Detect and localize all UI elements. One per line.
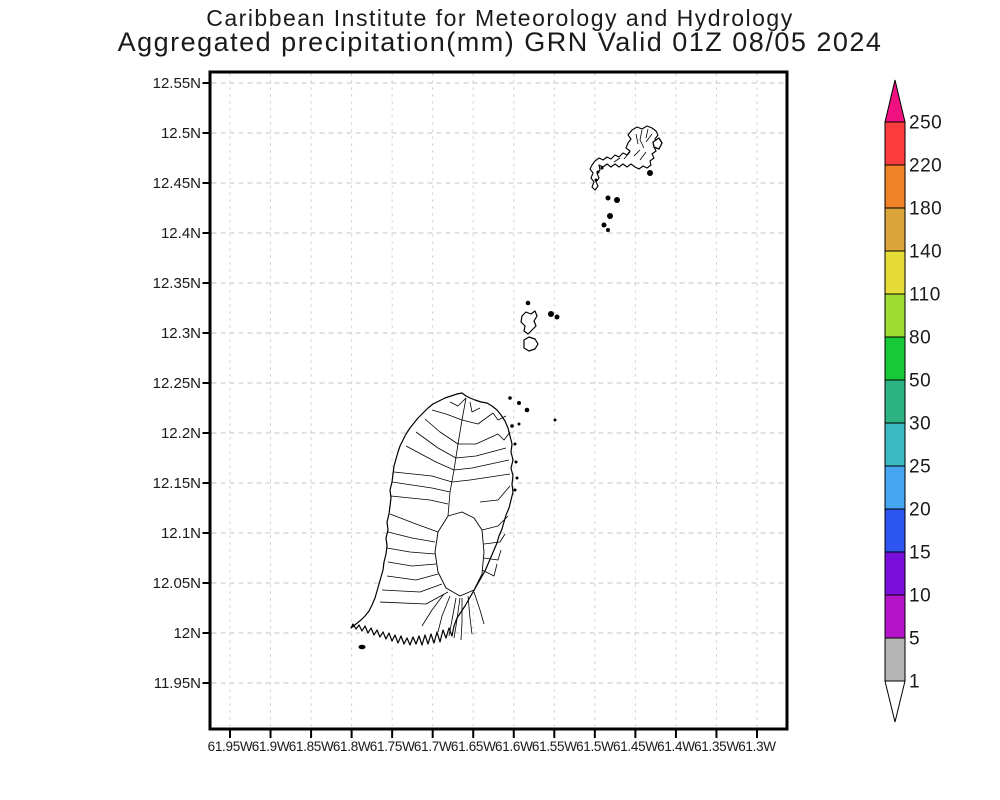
colorbar-label: 50 xyxy=(909,371,931,392)
lon-tick-label: 61.75W xyxy=(370,739,415,754)
islet xyxy=(601,222,607,228)
lon-tick-label: 61.85W xyxy=(289,739,334,754)
islet xyxy=(607,213,613,219)
lon-tick-label: 61.5W xyxy=(576,739,614,754)
lat-tick-label: 12.25N xyxy=(153,375,201,392)
carriacou-coastline xyxy=(589,125,659,191)
lon-tick-label: 61.7W xyxy=(414,739,452,754)
lat-lon-grid xyxy=(211,73,786,728)
colorbar-segment xyxy=(884,551,906,596)
lon-tick-label: 61.65W xyxy=(451,739,496,754)
colorbar-label: 30 xyxy=(909,414,931,435)
lon-tick-label: 61.45W xyxy=(613,739,658,754)
coastal-rock xyxy=(600,166,604,170)
colorbar-segment xyxy=(884,336,906,381)
lat-tick-label: 12.2N xyxy=(161,425,201,442)
islet xyxy=(614,197,620,203)
colorbar-segment xyxy=(884,293,906,338)
lat-tick-label: 12N xyxy=(173,625,201,642)
colorbar-label: 250 xyxy=(909,113,942,134)
grenada-coastline xyxy=(350,392,514,646)
glover-island xyxy=(358,644,366,650)
colorbar-segment xyxy=(884,379,906,424)
coastal-rock xyxy=(513,488,517,492)
coastal-rock xyxy=(513,442,517,446)
islet xyxy=(510,424,514,428)
ronde-island-coastline xyxy=(520,310,538,335)
lat-tick-label: 12.55N xyxy=(153,75,201,92)
lat-tick-label: 12.45N xyxy=(153,175,201,192)
colorbar-top-arrow xyxy=(884,79,906,123)
lat-tick-label: 12.15N xyxy=(153,475,201,492)
islet xyxy=(517,422,521,426)
les-tantes-islet xyxy=(548,311,554,317)
lat-tick-label: 12.1N xyxy=(161,525,201,542)
colorbar-label: 5 xyxy=(909,629,920,650)
colorbar-label: 25 xyxy=(909,457,931,478)
colorbar-segment xyxy=(884,164,906,209)
grenada-watershed-lines xyxy=(379,397,511,641)
les-tantes-islet xyxy=(554,314,560,320)
colorbar-segment xyxy=(884,637,906,682)
coastal-rock xyxy=(596,170,600,174)
islet xyxy=(647,170,653,176)
colorbar-segment xyxy=(884,508,906,553)
lat-tick-label: 12.3N xyxy=(161,325,201,342)
lon-tick-label: 61.95W xyxy=(208,739,253,754)
colorbar-segment xyxy=(884,422,906,467)
page-title-institute: Caribbean Institute for Meteorology and … xyxy=(206,5,794,31)
colorbar-label: 15 xyxy=(909,543,931,564)
precipitation-colorbar: 250 220 180 140 110 80 50 30 25 20 15 10 5 1 xyxy=(884,79,942,723)
islet xyxy=(553,418,557,422)
lat-tick-label: 12.05N xyxy=(153,575,201,592)
colorbar-segment xyxy=(884,465,906,510)
islet xyxy=(605,195,611,201)
lat-tick-label: 11.95N xyxy=(154,675,201,692)
lon-tick-label: 61.4W xyxy=(657,739,695,754)
colorbar-label: 220 xyxy=(909,156,942,177)
colorbar-label: 180 xyxy=(909,199,942,220)
colorbar-label: 10 xyxy=(909,586,931,607)
grenada-central-basin-ring xyxy=(434,511,485,597)
caille-island-coastline xyxy=(523,336,539,352)
colorbar-label: 140 xyxy=(909,242,942,263)
lon-tick-label: 61.9W xyxy=(252,739,290,754)
colorbar-label: 80 xyxy=(909,328,931,349)
colorbar-bottom-arrow xyxy=(884,680,906,723)
coastal-rock xyxy=(594,178,598,182)
petite-martinique-coastline xyxy=(652,137,663,150)
lon-tick-label: 61.55W xyxy=(532,739,577,754)
islet xyxy=(524,407,530,413)
lon-tick-label: 61.3W xyxy=(738,739,776,754)
lat-tick-label: 12.5N xyxy=(161,125,201,142)
lon-tick-label: 61.6W xyxy=(495,739,533,754)
colorbar-label: 20 xyxy=(909,500,931,521)
islet xyxy=(525,300,531,306)
carriacou-watershed-lines xyxy=(613,128,653,163)
page-title-product: Aggregated precipitation(mm) GRN Valid 0… xyxy=(117,27,883,57)
islet xyxy=(606,228,610,232)
coastal-rock xyxy=(514,460,518,464)
islands-layer xyxy=(350,125,663,650)
lat-tick-label: 12.35N xyxy=(153,275,201,292)
islet-dots xyxy=(508,166,653,492)
colorbar-label: 1 xyxy=(909,672,920,693)
colorbar-segment xyxy=(884,250,906,295)
lon-tick-label: 61.8W xyxy=(333,739,371,754)
axis-labels: 61.95W 61.9W 61.85W 61.8W 61.75W 61.7W 61.65W 6… xyxy=(153,75,777,754)
axis-ticks xyxy=(202,82,758,738)
colorbar-segment xyxy=(884,121,906,166)
lon-tick-label: 61.35W xyxy=(694,739,739,754)
map-border xyxy=(208,70,789,731)
colorbar-label: 110 xyxy=(909,285,941,306)
islet xyxy=(517,401,521,405)
colorbar-segment xyxy=(884,207,906,252)
coastal-rock xyxy=(515,476,519,480)
colorbar-segment xyxy=(884,594,906,639)
lat-tick-label: 12.4N xyxy=(161,225,201,242)
islet xyxy=(508,396,512,400)
